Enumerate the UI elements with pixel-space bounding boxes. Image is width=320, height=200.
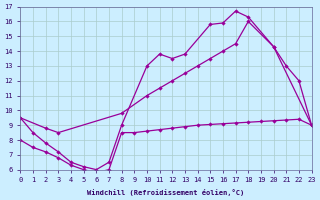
X-axis label: Windchill (Refroidissement éolien,°C): Windchill (Refroidissement éolien,°C) (87, 189, 244, 196)
